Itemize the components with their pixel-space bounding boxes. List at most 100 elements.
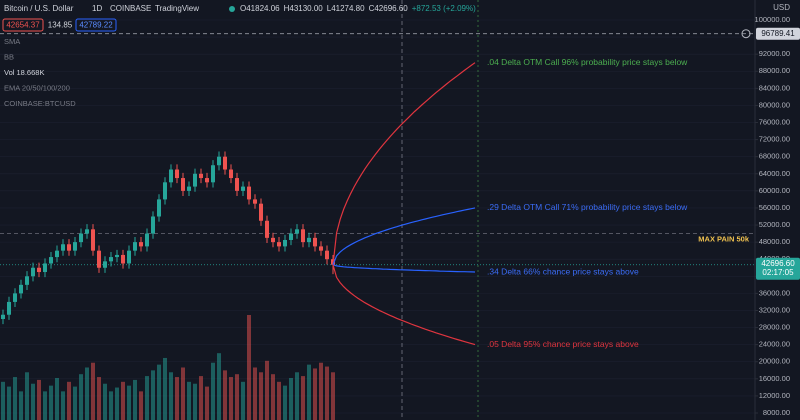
bid: 42654.37: [6, 21, 40, 30]
source: TradingView: [155, 4, 199, 13]
last-price-tag: [756, 257, 800, 280]
volume-bar: [259, 372, 263, 420]
candle-body: [73, 242, 77, 251]
candle-body: [85, 229, 89, 234]
y-tick-label: 80000.00: [759, 100, 790, 109]
volume-bar: [193, 383, 197, 420]
volume-bar: [31, 383, 35, 420]
candle-body: [187, 186, 191, 191]
candle-body: [205, 178, 209, 183]
projection-label: .05 Delta 95% chance price stays above: [487, 339, 639, 349]
volume-bar: [295, 372, 299, 420]
candle-body: [241, 186, 245, 191]
currency: USD: [773, 3, 790, 12]
ohlc-value: O41824.06: [240, 4, 280, 13]
level-tag: [756, 27, 800, 40]
candle-body: [37, 267, 41, 273]
volume-bar: [139, 391, 143, 420]
projection-curve: [332, 62, 476, 265]
candle-body: [277, 242, 281, 247]
y-tick-label: 72000.00: [759, 135, 790, 144]
volume-bar: [205, 386, 209, 420]
candle-body: [229, 169, 233, 179]
candle-body: [325, 250, 329, 260]
candle-body: [91, 229, 95, 251]
candle-body: [19, 284, 23, 294]
y-tick-label: 48000.00: [759, 237, 790, 246]
candle-body: [175, 169, 179, 179]
volume-bar: [217, 353, 221, 420]
y-tick-label: 92000.00: [759, 49, 790, 58]
volume-bar: [289, 378, 293, 420]
y-tick-label: 56000.00: [759, 203, 790, 212]
volume-bar: [25, 372, 29, 420]
symbol-title: Bitcoin / U.S. Dollar: [4, 4, 74, 13]
candle-body: [247, 186, 251, 200]
candle-body: [217, 156, 221, 166]
ask-box: [75, 18, 117, 32]
indicator: Vol 18.668K: [4, 68, 44, 77]
candle-body: [163, 182, 167, 200]
y-tick-label: 100000.00: [755, 15, 790, 24]
y-tick-label: 88000.00: [759, 66, 790, 75]
volume-bar: [127, 385, 131, 420]
candle-body: [1, 314, 5, 320]
volume-bar: [187, 381, 191, 420]
candle-body: [97, 250, 101, 268]
candle-body: [169, 169, 173, 183]
volume-bar: [283, 385, 287, 420]
volume-bar: [253, 367, 257, 420]
volume-bar: [103, 383, 107, 420]
candle-body: [43, 263, 47, 273]
y-tick-label: 24000.00: [759, 340, 790, 349]
candle-body: [25, 276, 29, 285]
indicator: EMA 20/50/100/200: [4, 83, 70, 92]
volume-bar: [163, 357, 167, 420]
projection-curve: [332, 207, 476, 266]
y-tick-label: 36000.00: [759, 288, 790, 297]
candle-body: [55, 250, 59, 258]
volume-bar: [115, 387, 119, 420]
candle-body: [181, 178, 185, 191]
volume-bar: [145, 376, 149, 420]
y-tick-label: 84000.00: [759, 83, 790, 92]
indicator: BB: [4, 52, 14, 61]
volume-bar: [109, 391, 113, 420]
y-tick-label: 52000.00: [759, 220, 790, 229]
y-tick-label: 76000.00: [759, 117, 790, 126]
exchange: COINBASE: [110, 4, 151, 13]
candle-body: [307, 237, 311, 243]
volume-bar: [301, 376, 305, 420]
projection-label: .29 Delta OTM Call 71% probability price…: [487, 202, 688, 212]
volume-bar: [325, 366, 329, 420]
volume-bar: [67, 381, 71, 420]
candle-body: [49, 257, 53, 264]
volume-bar: [37, 379, 41, 420]
candle-body: [61, 244, 65, 251]
bid-box: [2, 18, 44, 32]
volume-bar: [91, 362, 95, 420]
volume-bar: [79, 374, 83, 420]
countdown: 02:17:05: [762, 268, 794, 277]
ohlc-value: L41274.80: [327, 4, 365, 13]
candle-body: [253, 199, 257, 204]
candle-body: [313, 237, 317, 247]
volume-bar: [49, 385, 53, 420]
y-tick-label: 68000.00: [759, 152, 790, 161]
candle-body: [79, 233, 83, 243]
spread: 134.85: [48, 21, 73, 30]
volume-bar: [1, 381, 5, 420]
volume-bar: [241, 381, 245, 420]
candle-body: [223, 156, 227, 170]
candle-body: [133, 242, 137, 251]
volume-bar: [181, 367, 185, 420]
volume-bar: [307, 364, 311, 420]
level-label: 96789.41: [761, 29, 795, 38]
volume-bar: [19, 391, 23, 420]
candle-body: [67, 244, 71, 251]
volume-bar: [73, 386, 77, 420]
volume-bar: [277, 381, 281, 420]
ohlc-value: +872.53 (+2.09%): [412, 4, 476, 13]
